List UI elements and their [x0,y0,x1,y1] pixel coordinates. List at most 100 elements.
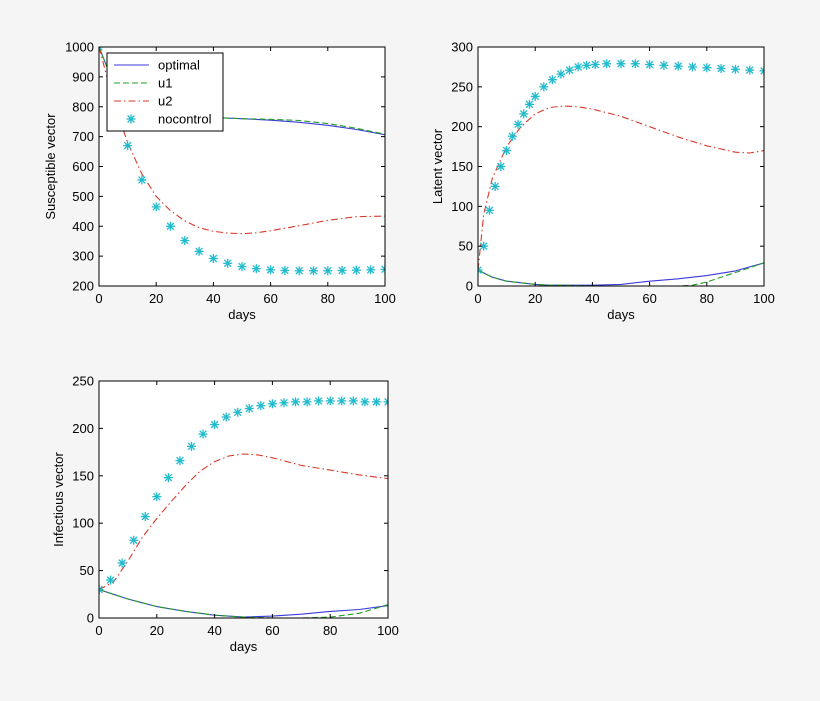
point-nocontrol [360,397,370,407]
point-nocontrol [302,397,312,407]
x-tick-label: 60 [263,291,277,306]
point-nocontrol [530,91,540,101]
point-nocontrol [547,75,557,85]
point-nocontrol [348,396,358,406]
y-tick-label: 900 [72,69,94,84]
y-tick-label: 250 [72,374,94,389]
point-nocontrol [702,63,712,73]
plot-area [99,381,388,618]
x-tick-label: 40 [206,291,220,306]
point-nocontrol [380,264,385,274]
point-nocontrol [524,99,534,109]
series-u1 [478,262,764,286]
point-nocontrol [244,403,254,413]
x-tick-label: 60 [642,291,656,306]
point-nocontrol [267,399,277,409]
x-axis-label: days [228,307,256,322]
point-nocontrol [484,205,494,215]
point-nocontrol [166,221,175,231]
y-tick-label: 500 [72,189,94,204]
x-tick-label: 100 [374,291,396,306]
y-tick-label: 700 [72,129,94,144]
x-tick-label: 20 [150,623,164,638]
point-nocontrol [573,62,583,72]
point-nocontrol [519,109,529,119]
point-nocontrol [556,69,566,79]
legend-label-optimal: optimal [158,58,200,73]
point-nocontrol [198,429,208,439]
x-tick-label: 80 [323,623,337,638]
point-nocontrol [602,59,612,69]
point-nocontrol [223,258,233,268]
point-nocontrol [507,131,517,141]
legend-box [106,52,224,132]
plot-area [478,47,764,286]
y-axis-label: Latent vector [430,128,445,204]
y-tick-label: 300 [72,249,94,264]
x-tick-label: 100 [377,623,399,638]
y-axis-label: Susceptible vector [43,113,58,220]
point-nocontrol [325,396,335,406]
point-nocontrol [337,265,347,275]
point-nocontrol [309,266,318,276]
point-nocontrol [291,397,301,407]
y-tick-label: 200 [451,119,473,134]
point-nocontrol [233,407,243,417]
point-nocontrol [208,254,218,264]
x-tick-label: 0 [95,291,102,306]
y-tick-label: 50 [459,239,473,254]
x-axis-label: days [230,639,258,654]
x-axis-label: days [607,307,635,322]
point-nocontrol [502,146,512,156]
point-nocontrol [117,558,127,568]
point-nocontrol [237,262,247,272]
y-tick-label: 600 [72,159,94,174]
point-nocontrol [106,575,116,585]
y-tick-label: 300 [451,40,473,55]
point-nocontrol [673,61,683,71]
point-nocontrol [163,473,173,483]
point-nocontrol [590,60,600,70]
x-tick-label: 0 [474,291,481,306]
x-tick-label: 100 [753,291,775,306]
subplot-latent-vector: 0 20 40 60 80 100 0 50 100 150 200 250 300 days Latent… [430,40,775,323]
point-nocontrol [716,64,726,74]
y-tick-label: 800 [72,99,94,114]
point-nocontrol [745,65,755,75]
point-nocontrol [129,535,139,545]
x-tick-label: 80 [700,291,714,306]
point-nocontrol [221,412,231,422]
point-nocontrol [565,65,575,75]
point-nocontrol [490,181,500,191]
point-nocontrol [479,241,489,251]
series-nocontrol [478,59,764,275]
point-nocontrol [314,396,324,406]
point-nocontrol [351,265,361,275]
point-nocontrol [186,441,196,451]
point-nocontrol [659,60,669,70]
point-nocontrol [210,420,220,430]
point-nocontrol [539,82,549,92]
legend-label-nocontrol: nocontrol [158,112,212,127]
x-tick-label: 40 [207,623,221,638]
point-nocontrol [137,175,147,185]
series-nocontrol [99,396,388,595]
series-layer [478,59,764,286]
x-tick-label: 80 [321,291,335,306]
y-tick-label: 1000 [65,40,94,55]
y-tick-label: 50 [80,563,94,578]
series-u2 [99,453,388,591]
subplot-susceptible-vector: 0 20 40 60 80 100 200 300 400 500 600 700 800 900 1000… [43,40,396,323]
legend-label-u2: u2 [158,94,172,109]
point-nocontrol [152,492,162,502]
point-nocontrol [616,59,626,69]
point-nocontrol [279,398,289,408]
point-nocontrol [337,396,347,406]
legend-entry-u2: u2 [114,94,172,109]
x-tick-label: 0 [95,623,102,638]
point-nocontrol [194,246,204,256]
y-tick-label: 0 [466,279,473,294]
legend-label-u1: u1 [158,76,172,91]
